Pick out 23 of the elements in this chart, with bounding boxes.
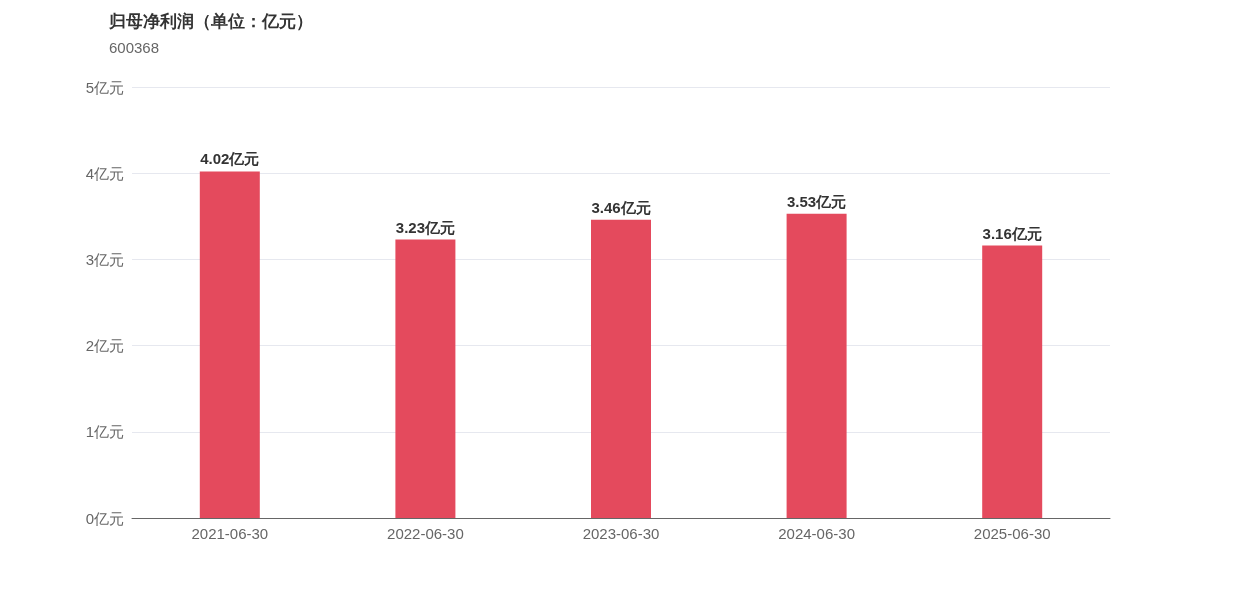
y-tick-label: 2亿元 [85,337,124,355]
x-tick-label: 2025-06-30 [973,525,1051,542]
y-tick-label: 0亿元 [85,509,124,527]
data-label: 3.46亿元 [591,198,651,216]
chart-title: 归母净利润（单位：亿元） [108,12,313,31]
data-label: 3.23亿元 [395,218,455,236]
x-tick-label: 2024-06-30 [778,525,855,542]
chart-subtitle: 600368 [109,39,160,56]
bar [591,219,651,518]
x-tick-label: 2021-06-30 [191,525,269,542]
bar [982,245,1043,518]
y-tick-label: 4亿元 [85,164,124,182]
y-tick-label: 3亿元 [85,250,124,268]
bar [199,171,260,518]
x-tick-label: 2022-06-30 [387,525,464,542]
y-tick-label: 1亿元 [85,423,124,441]
bar [395,239,456,518]
data-label: 3.53亿元 [787,192,847,210]
x-tick-label: 2023-06-30 [582,525,660,542]
data-label: 4.02亿元 [200,150,260,168]
y-tick-label: 5亿元 [85,78,124,96]
bar [786,213,847,518]
data-label: 3.16亿元 [982,224,1042,242]
